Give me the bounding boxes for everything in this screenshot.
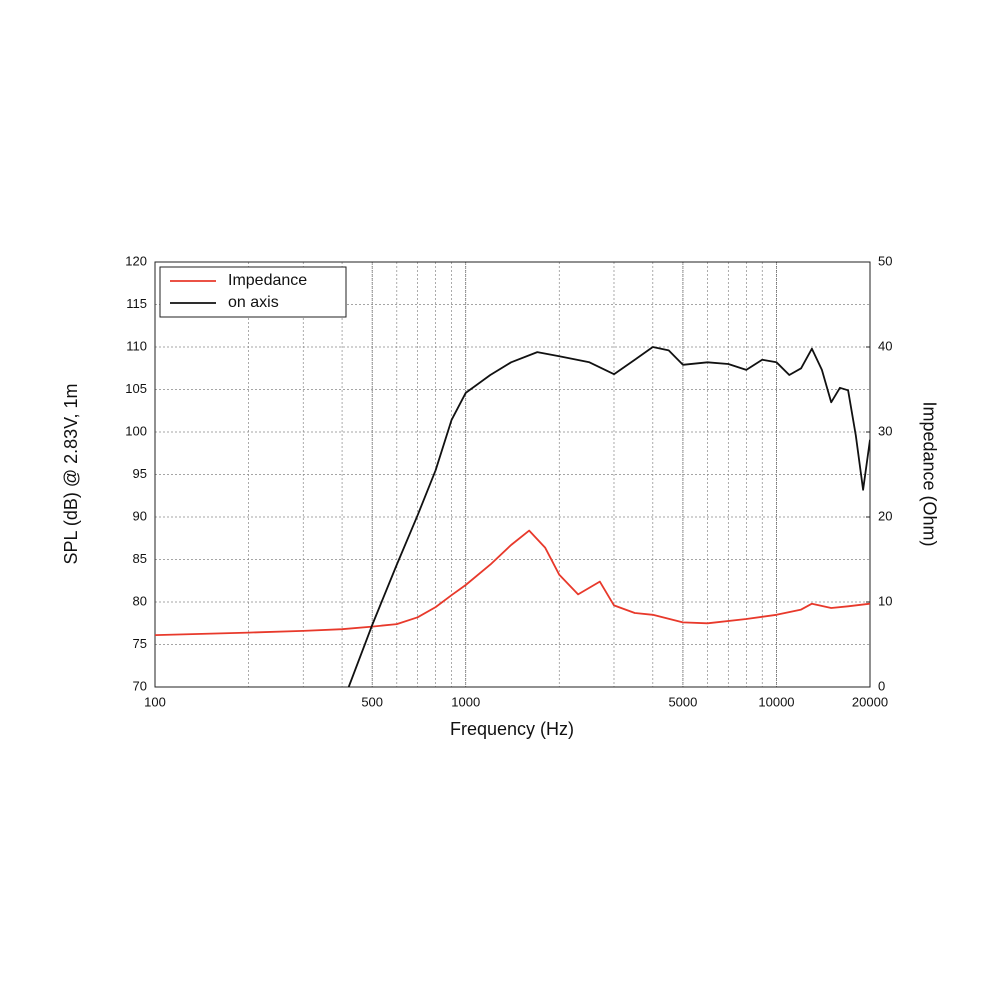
y-tick-label: 95 — [133, 466, 147, 481]
y-tick-label: 120 — [125, 253, 147, 268]
y-tick-label: 105 — [125, 381, 147, 396]
legend-box — [159, 266, 347, 318]
y-tick-label: 100 — [125, 423, 147, 438]
y-tick-label: 80 — [133, 593, 147, 608]
x-tick-label: 1000 — [451, 694, 480, 709]
legend-label: on axis — [228, 294, 279, 311]
x-tick-label: 10000 — [758, 694, 794, 709]
x-axis-title: Frequency (Hz) — [450, 719, 574, 739]
y-tick-label: 115 — [126, 296, 147, 311]
series-line — [347, 346, 870, 687]
plot-frame — [154, 261, 871, 688]
y-tick-label: 110 — [126, 338, 147, 353]
y-tick-label: 90 — [133, 508, 147, 523]
y2-tick-label: 10 — [878, 593, 892, 608]
x-tick-label: 500 — [361, 694, 383, 709]
x-tick-label: 20000 — [852, 694, 888, 709]
x-tick-label: 100 — [144, 694, 166, 709]
grid — [154, 261, 871, 688]
series-line — [155, 529, 870, 636]
y2-tick-label: 0 — [878, 678, 885, 693]
y-axis-title: SPL (dB) @ 2.83V, 1m — [61, 383, 81, 564]
y-tick-label: 75 — [133, 636, 147, 651]
x-tick-label: 5000 — [668, 694, 697, 709]
y2-tick-label: 20 — [878, 508, 892, 523]
y2-tick-label: 30 — [878, 423, 892, 438]
y-tick-label: 85 — [133, 551, 147, 566]
y2-tick-label: 50 — [878, 253, 892, 268]
y-tick-label: 70 — [133, 678, 147, 693]
legend-label: Impedance — [228, 272, 307, 289]
y2-tick-label: 40 — [878, 338, 892, 353]
y2-axis-title: Impedance (Ohm) — [919, 401, 939, 546]
